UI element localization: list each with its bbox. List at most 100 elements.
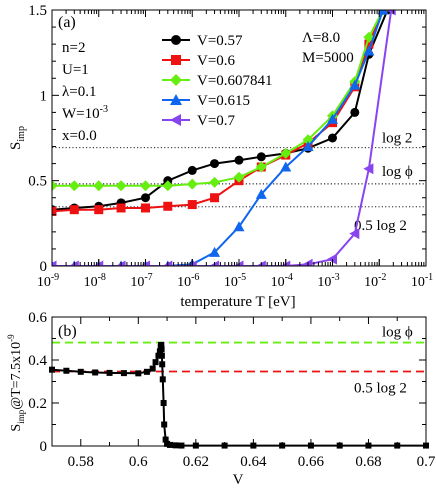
data-point [52,206,57,216]
x-tick-label: 10-8 [84,272,106,290]
legend-label: V=0.607841 [197,73,273,89]
data-point [116,203,126,213]
data-point [162,180,174,192]
data-point [280,147,292,159]
legend-item: V=0.57 [162,33,243,49]
data-point [63,367,70,374]
legend-item: V=0.6 [162,53,236,69]
data-point [364,39,374,49]
data-point [350,107,360,117]
data-point [171,55,181,65]
reference-lines: log ϕ 0.5 log 2 [52,325,426,396]
data-point [363,163,374,175]
series-line [52,10,393,266]
data-point [209,176,221,188]
legend-label: V=0.6 [197,53,236,69]
parameter-text: λ=0.1 [62,84,96,100]
legend: V=0.57 V=0.6 V=0.607841 V=0.615 V=0.7 [162,33,273,129]
y-axis-label-sub: imp [16,409,26,424]
x-tick-label: 0.68 [355,454,381,470]
parameter-text: U=1 [62,62,89,78]
series-line [52,10,384,266]
data-point [92,369,99,376]
y-tick-label: 0 [40,439,48,455]
data-point [170,114,181,126]
data-point [187,200,197,210]
y-axis-label-main: S [9,424,24,432]
x-tick-label: 0.64 [240,454,267,470]
data-point [349,79,361,90]
parameter-list-right: Λ=8.0 M=5000 [302,30,354,66]
legend-item: V=0.607841 [162,73,273,89]
panel-label: (b) [58,323,77,340]
data-point [233,221,245,232]
data-point [171,35,181,45]
data-point [172,442,179,449]
legend-item: V=0.615 [162,93,250,109]
data-point [120,370,127,377]
y-tick-label: 0 [40,259,48,275]
data-point [233,171,245,183]
y-tick-label: 1.5 [28,3,47,19]
y-tick-label: 1 [40,88,48,104]
data-point [158,352,165,359]
data-point [152,359,159,366]
data-point [363,45,375,56]
svg-text:Simp: Simp [8,126,27,150]
x-axis-ticks: 0.58 0.6 0.62 0.64 0.66 0.68 0.7 [51,317,436,470]
reference-line-label: 0.5 log 2 [354,380,407,396]
data-point [77,368,84,375]
data-point [143,368,150,375]
x-tick-label: 10-7 [130,272,152,290]
data-point [93,180,105,192]
reference-line-label: log ϕ [382,325,413,341]
data-point [327,113,338,124]
y-axis-label-sub: imp [16,126,27,142]
y-axis-label: Simp@T=7.5x10-9 [6,334,26,432]
legend-label: V=0.57 [197,33,243,49]
legend-label: V=0.7 [197,113,236,129]
y-axis-label-tail: @T=7.5x10 [9,342,24,410]
y-tick-label: 0.2 [28,396,47,412]
data-point [161,421,168,428]
data-point [209,246,221,257]
data-point [141,193,150,203]
x-tick-label: 10-1 [411,272,433,290]
data-point [210,193,220,203]
data-point [377,10,389,15]
x-tick-label: 0.66 [298,454,325,470]
data-point [106,369,113,376]
data-point [68,180,80,192]
parameter-text: Λ=8.0 [302,30,340,46]
data-point [159,376,166,383]
x-axis-ticks: 10-9 10-8 10-7 10-6 10-5 10-4 10-3 10-2 10-1 [37,10,433,290]
data-point [141,203,150,213]
x-tick-label: 10-2 [364,272,386,290]
data-point [140,180,151,192]
data-point [135,370,142,377]
legend-label: V=0.615 [197,93,250,109]
data-point [210,159,220,169]
y-tick-label: 0.6 [28,310,47,326]
data-point [162,436,169,443]
series-line [52,10,384,213]
data-point [302,141,314,152]
panel-b: log ϕ0.5 log 2 0.58 0.6 0.62 0.64 0.66 0.68 0.… [6,310,436,488]
series-line [52,10,384,187]
data-point [158,341,165,348]
data-point [328,133,337,143]
x-tick-label: 0.58 [68,454,94,470]
data-point [255,188,267,199]
data-point [170,74,182,86]
x-tick-label: 0.6 [129,454,148,470]
data-point [94,205,104,215]
panel-a: log 2 log ϕ 0.5 log 2 10-9 10-8 10-7 10-6 10-5… [8,3,433,310]
x-axis-label: V [233,472,244,488]
data-point [160,400,167,406]
data-point [149,365,156,372]
x-tick-label: 10-5 [224,272,246,290]
data-point [187,165,197,175]
data-point [166,441,173,448]
data-point [52,260,57,266]
